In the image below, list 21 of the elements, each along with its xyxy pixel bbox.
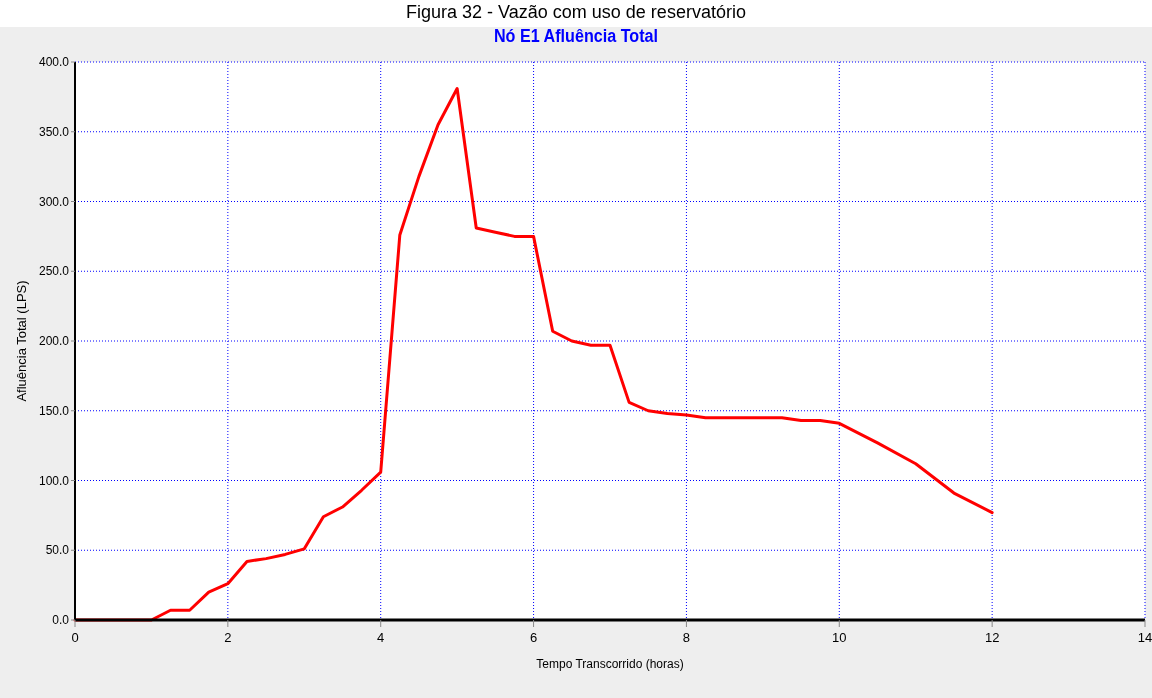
x-tick-label: 0 (71, 630, 79, 645)
x-tick-label: 10 (832, 630, 847, 645)
x-tick-label: 12 (984, 630, 1000, 645)
chart-title: Nó E1 Afluência Total (493, 24, 659, 47)
y-tick-label: 250.0 (38, 264, 70, 279)
y-tick-label: 350.0 (38, 124, 70, 139)
x-tick-label: 6 (529, 630, 538, 645)
y-tick-label: 100.0 (38, 473, 70, 488)
y-tick-label: 50.0 (45, 543, 70, 558)
x-tick-label: 14 (1137, 630, 1152, 645)
y-tick-label: 300.0 (38, 194, 70, 209)
x-tick-label: 8 (682, 630, 691, 645)
y-tick-label: 150.0 (38, 403, 70, 418)
y-axis-title: Afluência Total (LPS) (14, 280, 29, 402)
x-tick-label: 2 (224, 630, 232, 645)
y-tick-label: 200.0 (38, 334, 70, 348)
text: Figura 32 - Vazão com uso de reservatório (406, 2, 746, 22)
x-tick-label: 4 (377, 630, 385, 645)
y-tick-label: 400.0 (38, 55, 70, 69)
x-axis-title: Tempo Transcorrido (horas) (536, 657, 684, 671)
y-tick-label: 0.0 (52, 613, 70, 627)
